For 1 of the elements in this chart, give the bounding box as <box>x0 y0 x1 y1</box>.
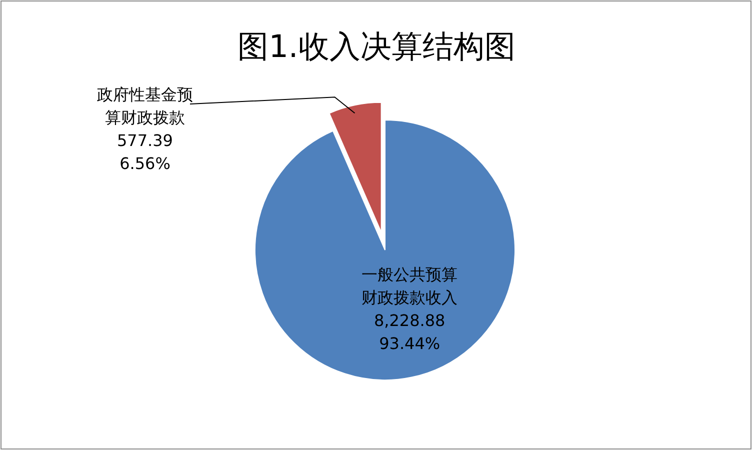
title: 图1.收入决算结构图 <box>238 29 516 65</box>
